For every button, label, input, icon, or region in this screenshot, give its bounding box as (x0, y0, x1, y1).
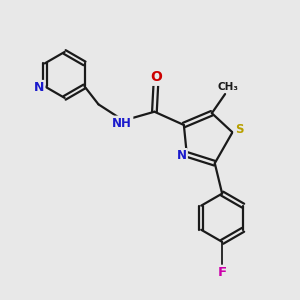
Text: N: N (34, 81, 44, 94)
Text: S: S (235, 123, 243, 136)
Text: N: N (176, 149, 187, 162)
Text: F: F (218, 266, 227, 279)
Text: O: O (150, 70, 162, 84)
Text: NH: NH (112, 117, 132, 130)
Text: CH₃: CH₃ (218, 82, 239, 92)
